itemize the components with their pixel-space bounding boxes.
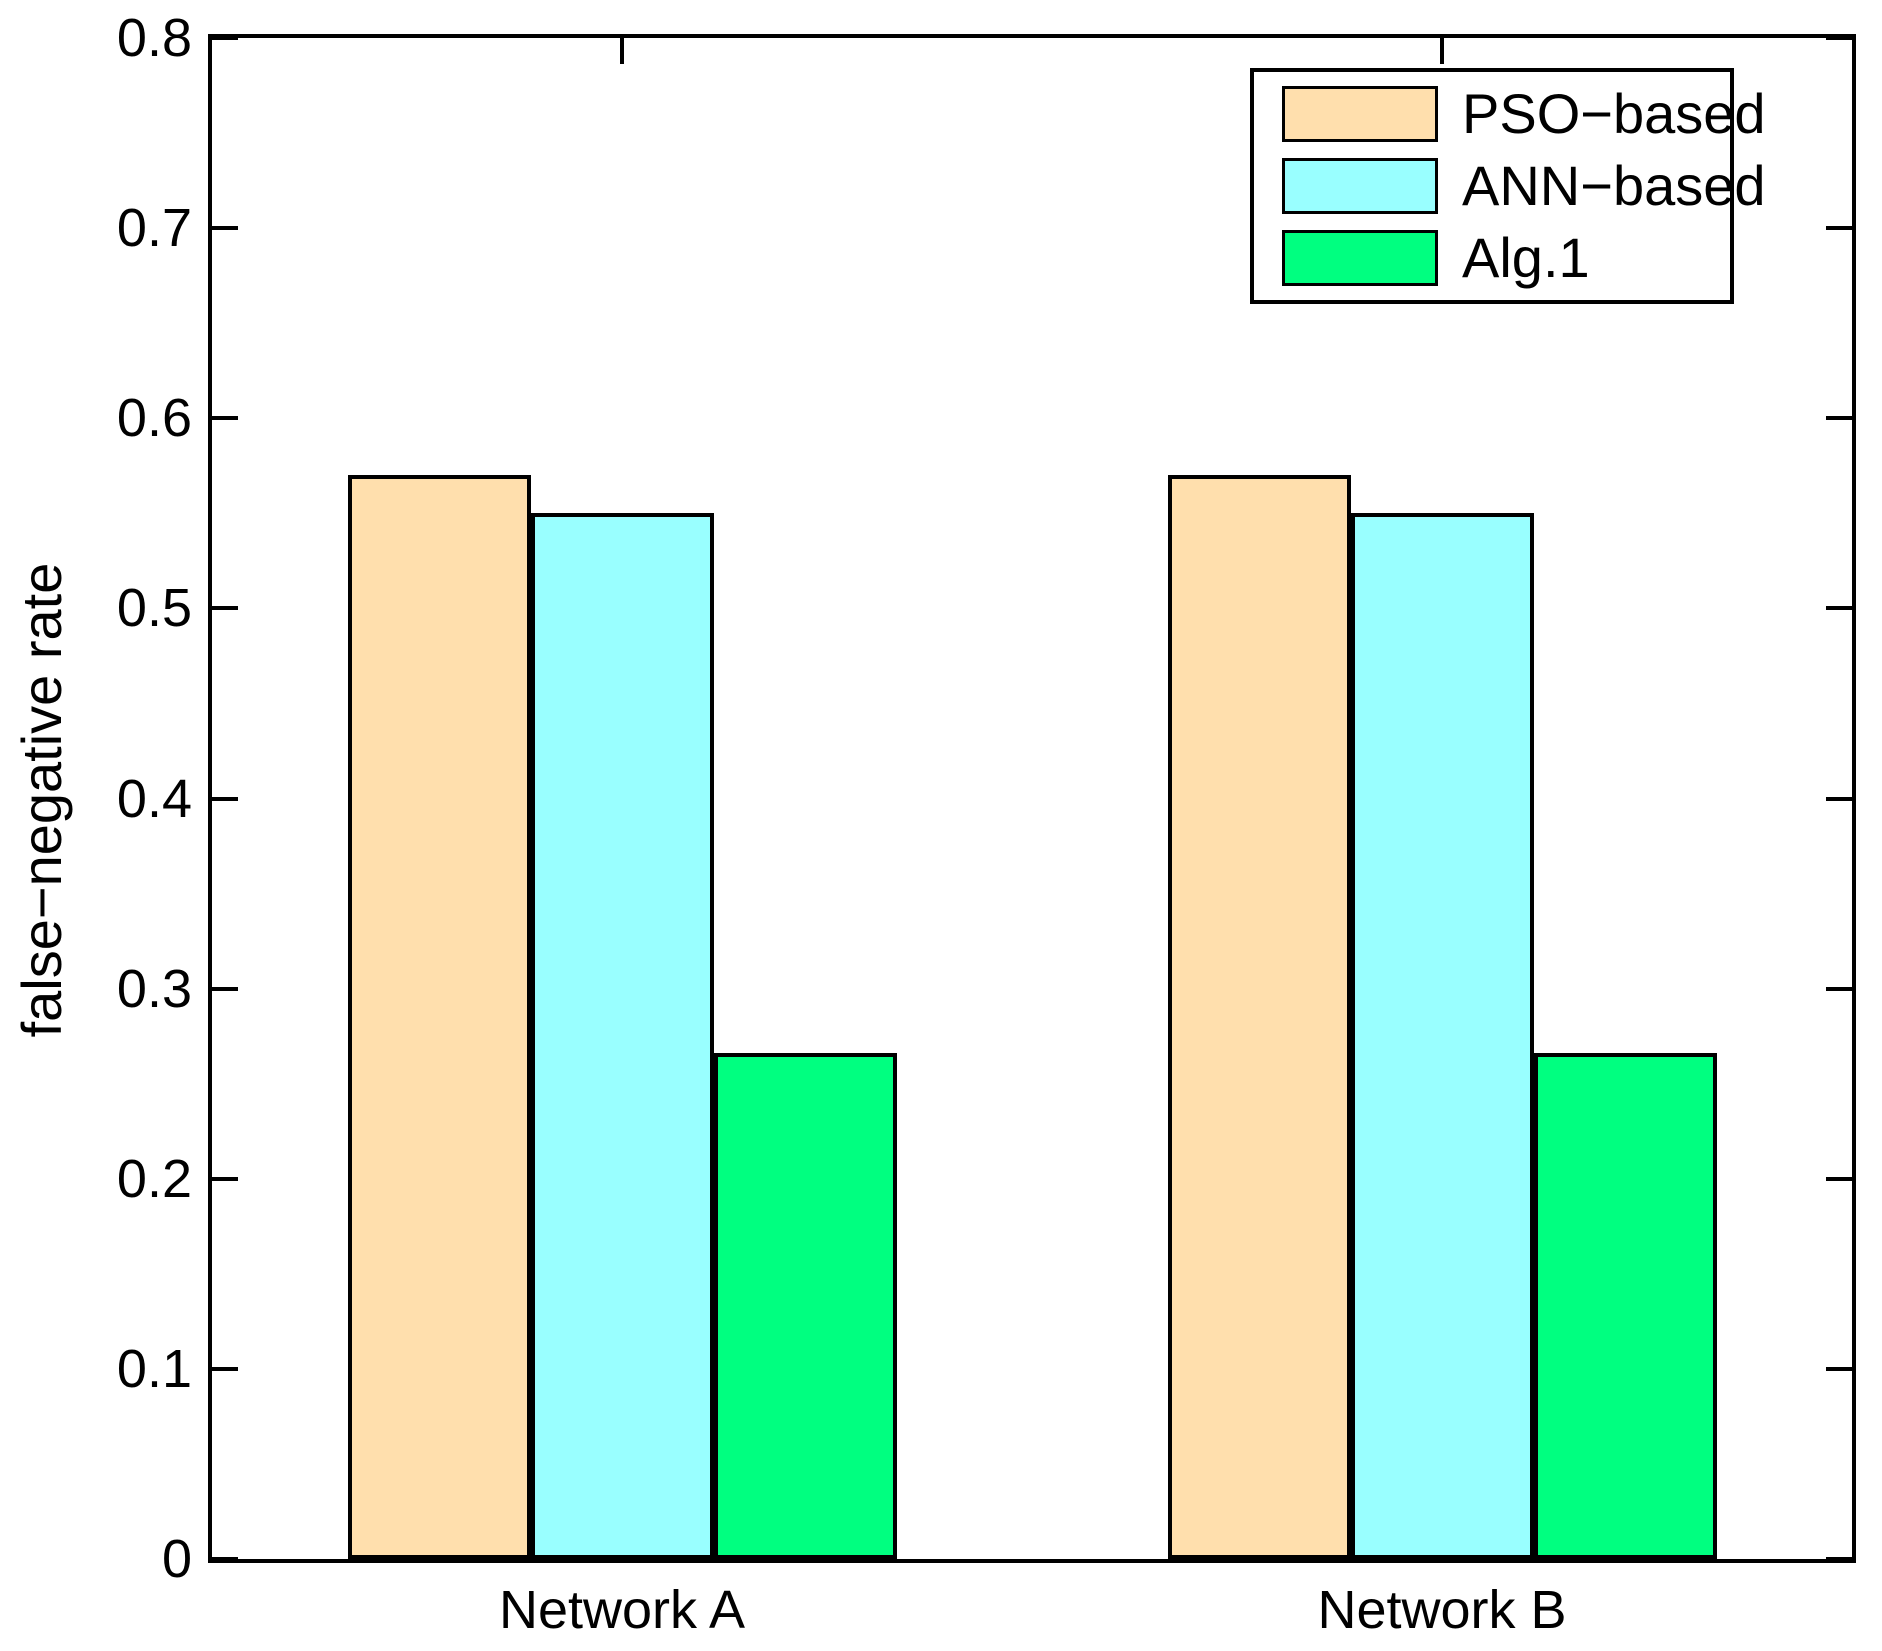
y-tick-label: 0.1 [116, 1338, 192, 1399]
x-tick-mark [620, 38, 624, 64]
legend-label: PSO−based [1462, 82, 1766, 145]
plot-area [208, 34, 1856, 1563]
bar-ann-based-1 [530, 513, 714, 1559]
y-tick-label: 0.6 [116, 388, 192, 449]
y-tick-mark [1826, 1176, 1852, 1181]
y-tick-mark [212, 796, 238, 801]
bar-alg-1-1 [713, 1053, 897, 1559]
bar-alg-1-2 [1533, 1053, 1717, 1559]
y-tick-mark [1826, 416, 1852, 421]
y-tick-mark [1826, 606, 1852, 611]
bar-ann-based-2 [1350, 513, 1534, 1559]
legend-swatch [1282, 230, 1438, 286]
legend-item: ANN−based [1282, 158, 1766, 214]
y-tick-label: 0.4 [116, 768, 192, 829]
legend-label: ANN−based [1462, 154, 1766, 217]
legend-item: PSO−based [1282, 86, 1766, 142]
y-tick-mark [212, 606, 238, 611]
bar-pso-based-1 [347, 475, 531, 1559]
x-tick-mark [1440, 38, 1444, 64]
y-tick-mark [212, 1366, 238, 1371]
x-category-label: Network B [1317, 1580, 1567, 1640]
y-tick-label: 0.5 [116, 578, 192, 639]
legend-item: Alg.1 [1282, 230, 1730, 286]
y-tick-label: 0.2 [116, 1148, 192, 1209]
y-tick-label: 0.8 [116, 8, 192, 68]
y-tick-label: 0 [161, 1529, 192, 1589]
y-tick-mark [1826, 226, 1852, 231]
y-tick-label: 0.3 [116, 958, 192, 1019]
y-tick-mark [1826, 36, 1852, 40]
y-tick-mark [1826, 986, 1852, 991]
y-tick-mark [212, 36, 238, 40]
y-tick-mark [1826, 1366, 1852, 1371]
y-tick-mark [212, 986, 238, 991]
legend: PSO−based ANN−based Alg.1 [1250, 68, 1766, 304]
x-category-label: Network A [498, 1580, 746, 1640]
y-tick-mark [212, 226, 238, 231]
y-tick-mark [212, 1176, 238, 1181]
legend-swatch [1282, 158, 1438, 214]
y-tick-mark [1826, 1557, 1852, 1561]
y-tick-label: 0.7 [116, 198, 192, 259]
bar-pso-based-2 [1167, 475, 1351, 1559]
y-tick-mark [212, 416, 238, 421]
y-tick-mark [1826, 796, 1852, 801]
y-tick-mark [212, 1557, 238, 1561]
legend-swatch [1282, 86, 1438, 142]
legend-label: Alg.1 [1462, 226, 1590, 289]
